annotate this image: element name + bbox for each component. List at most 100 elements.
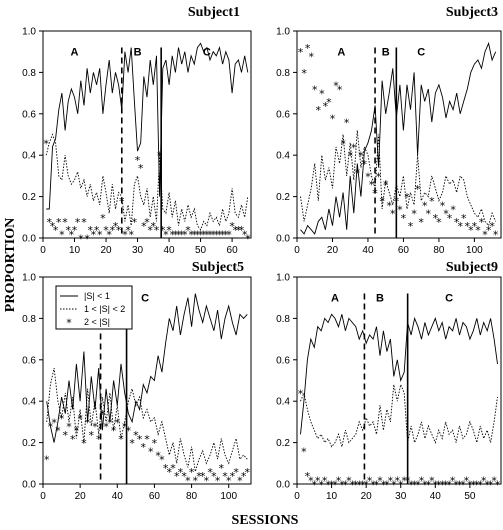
asterisk-point: * — [453, 479, 459, 492]
asterisk-point: * — [351, 141, 357, 154]
asterisk-point: * — [195, 228, 201, 241]
y-tick-label: 1.0 — [276, 27, 290, 38]
series-asterisk: ****************************************… — [44, 408, 251, 487]
y-tick-label: 0.6 — [276, 355, 290, 366]
y-axis-label: PROPORTION — [3, 218, 18, 312]
asterisk-point: * — [69, 228, 75, 241]
x-tick-label: 40 — [112, 491, 124, 502]
x-tick-label: 40 — [362, 245, 374, 256]
asterisk-point: * — [395, 474, 401, 487]
asterisk-point: * — [147, 224, 153, 237]
asterisk-point: * — [174, 470, 180, 483]
asterisk-point: * — [358, 150, 364, 163]
asterisk-point: * — [81, 216, 87, 229]
asterisk-point: * — [440, 199, 446, 212]
asterisk-point: * — [129, 437, 135, 450]
asterisk-point: * — [100, 212, 106, 225]
asterisk-point: * — [372, 187, 378, 200]
dotted-series-line — [45, 133, 249, 231]
asterisk-point: * — [460, 479, 466, 492]
asterisk-point: * — [207, 228, 213, 241]
asterisk-point: * — [92, 421, 98, 434]
series-solid — [46, 42, 249, 210]
asterisk-point: * — [318, 479, 324, 492]
asterisk-point: * — [56, 216, 62, 229]
asterisk-point: * — [48, 421, 54, 434]
asterisk-point: * — [401, 474, 407, 487]
asterisk-point: * — [429, 474, 435, 487]
asterisk-point: * — [193, 474, 199, 487]
asterisk-point: * — [53, 224, 59, 237]
asterisk-point: * — [315, 474, 321, 487]
asterisk-point: * — [163, 228, 169, 241]
asterisk-point: * — [486, 224, 492, 237]
panel-title: Subject1 — [188, 5, 240, 20]
x-tick-label: 20 — [75, 491, 87, 502]
asterisk-point: * — [103, 421, 109, 434]
asterisk-point: * — [214, 228, 220, 241]
asterisk-point: * — [363, 479, 369, 492]
asterisk-point: * — [356, 479, 362, 492]
y-tick-label: 0.4 — [276, 397, 290, 408]
asterisk-point: * — [326, 96, 332, 109]
asterisk-point: * — [422, 199, 428, 212]
panel-subject1: Subject1 0 10 20 30 40 50 60 0.0 0.2 0.4 0.6 0.8 1.0 A… — [22, 5, 252, 256]
asterisk-point: * — [475, 224, 481, 237]
asterisk-point: * — [381, 479, 387, 492]
plot-frame — [296, 30, 502, 239]
asterisk-point: * — [323, 100, 329, 113]
asterisk-point: * — [429, 195, 435, 208]
asterisk-point: * — [223, 228, 229, 241]
asterisk-point: * — [339, 479, 345, 492]
asterisk-point: * — [411, 208, 417, 221]
x-tick-label: 20 — [361, 491, 373, 502]
series-solid — [300, 41, 497, 235]
panel-subject5: Subject50204060801000.00.20.40.60.81.0AB… — [22, 260, 252, 502]
asterisk-point: * — [155, 450, 161, 463]
asterisk-point: * — [204, 228, 210, 241]
y-tick-label: 0.0 — [22, 480, 36, 491]
asterisk-point: * — [72, 224, 78, 237]
asterisk-point: * — [394, 195, 400, 208]
asterisk-point: * — [468, 224, 474, 237]
asterisk-point: * — [148, 445, 154, 458]
asterisk-point: * — [77, 412, 83, 425]
asterisk-point: * — [70, 433, 76, 446]
series-dotted — [45, 133, 249, 231]
plot-frame — [296, 276, 502, 485]
panel-title: Subject9 — [446, 260, 498, 275]
asterisk-point: * — [337, 83, 343, 96]
asterisk-point: * — [461, 212, 467, 225]
asterisk-point: * — [376, 170, 382, 183]
x-tick-label: 50 — [464, 491, 476, 502]
asterisk-point: * — [362, 158, 368, 171]
asterisk-point: * — [426, 208, 432, 221]
panel-subject3: Subject3 0 20 40 60 80 100 0.0 0.2 0.4 0.6 0.8 1.0 A B… — [276, 5, 502, 256]
legend-entry-label: 2 < |S| — [84, 317, 110, 327]
asterisk-point: * — [436, 479, 442, 492]
x-tick-label: 20 — [100, 245, 112, 256]
x-tick-label: 10 — [69, 245, 81, 256]
asterisk-point: * — [132, 216, 138, 229]
asterisk-point: * — [308, 50, 314, 63]
phase-label: A — [337, 47, 345, 59]
asterisk-point: * — [384, 479, 390, 492]
legend: |S| < 1 1 < |S| < 2 * 2 < |S| — [55, 285, 133, 330]
asterisk-point: * — [170, 462, 176, 475]
asterisk-point: * — [135, 154, 141, 167]
asterisk-point: * — [388, 474, 394, 487]
solid-series-line — [46, 293, 248, 443]
asterisk-point: * — [226, 474, 232, 487]
x-tick-label: 20 — [327, 245, 339, 256]
asterisk-point: * — [159, 454, 165, 467]
asterisk-point: * — [408, 479, 414, 492]
solid-series-line — [300, 41, 497, 235]
asterisk-point: * — [319, 88, 325, 101]
asterisk-point: * — [44, 454, 50, 467]
asterisk-point: * — [189, 466, 195, 479]
asterisk-point: * — [122, 228, 128, 241]
asterisk-point: * — [312, 479, 318, 492]
x-tick-label: 0 — [40, 245, 46, 256]
asterisk-point: * — [436, 216, 442, 229]
